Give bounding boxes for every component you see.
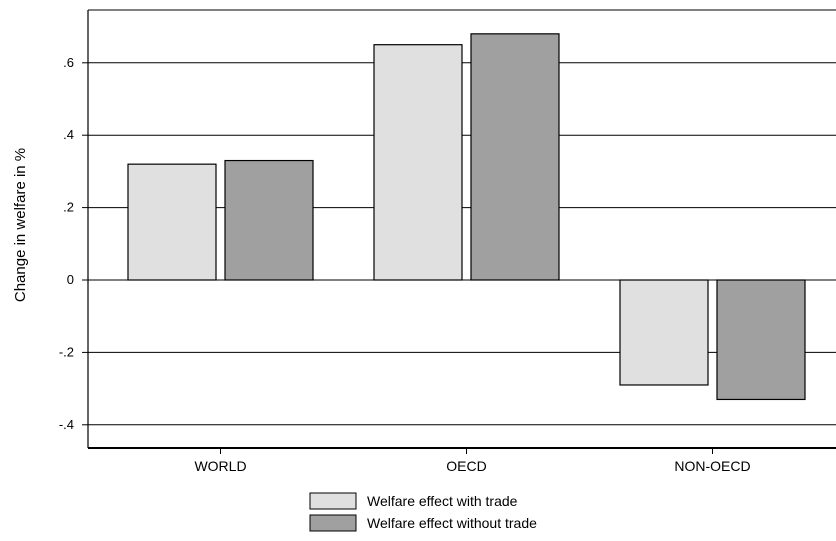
bar-non-oecd-series-1 — [619, 279, 709, 386]
y-tick-label: -.4 — [59, 417, 74, 432]
y-tick-labels: -.4 -.2 0 .2 .4 .6 — [59, 55, 74, 432]
legend-swatch-1 — [309, 492, 357, 510]
legend-label-2: Welfare effect without trade — [367, 515, 537, 531]
y-tick-label: -.2 — [59, 344, 74, 359]
axes — [82, 10, 836, 454]
bar-world-series-2 — [224, 159, 314, 281]
x-category-label: WORLD — [194, 458, 246, 474]
y-tick-label: .6 — [63, 55, 74, 70]
bar-oecd-series-2 — [470, 33, 560, 281]
bar-world-series-1 — [127, 163, 217, 281]
bar-oecd-series-1 — [373, 44, 463, 281]
y-tick-label: .4 — [63, 127, 74, 142]
x-category-label: OECD — [446, 458, 486, 474]
y-axis-label: Change in welfare in % — [12, 148, 29, 302]
y-tick-label: 0 — [67, 272, 74, 287]
legend-swatch-2 — [309, 514, 357, 532]
legend: Welfare effect with trade Welfare effect … — [309, 492, 537, 532]
y-tick-label: .2 — [63, 200, 74, 215]
x-category-label: NON-OECD — [674, 458, 750, 474]
x-category-labels: WORLD OECD NON-OECD — [194, 458, 750, 474]
legend-label-1: Welfare effect with trade — [367, 493, 518, 509]
bars — [127, 33, 806, 401]
bar-non-oecd-series-2 — [716, 279, 806, 401]
